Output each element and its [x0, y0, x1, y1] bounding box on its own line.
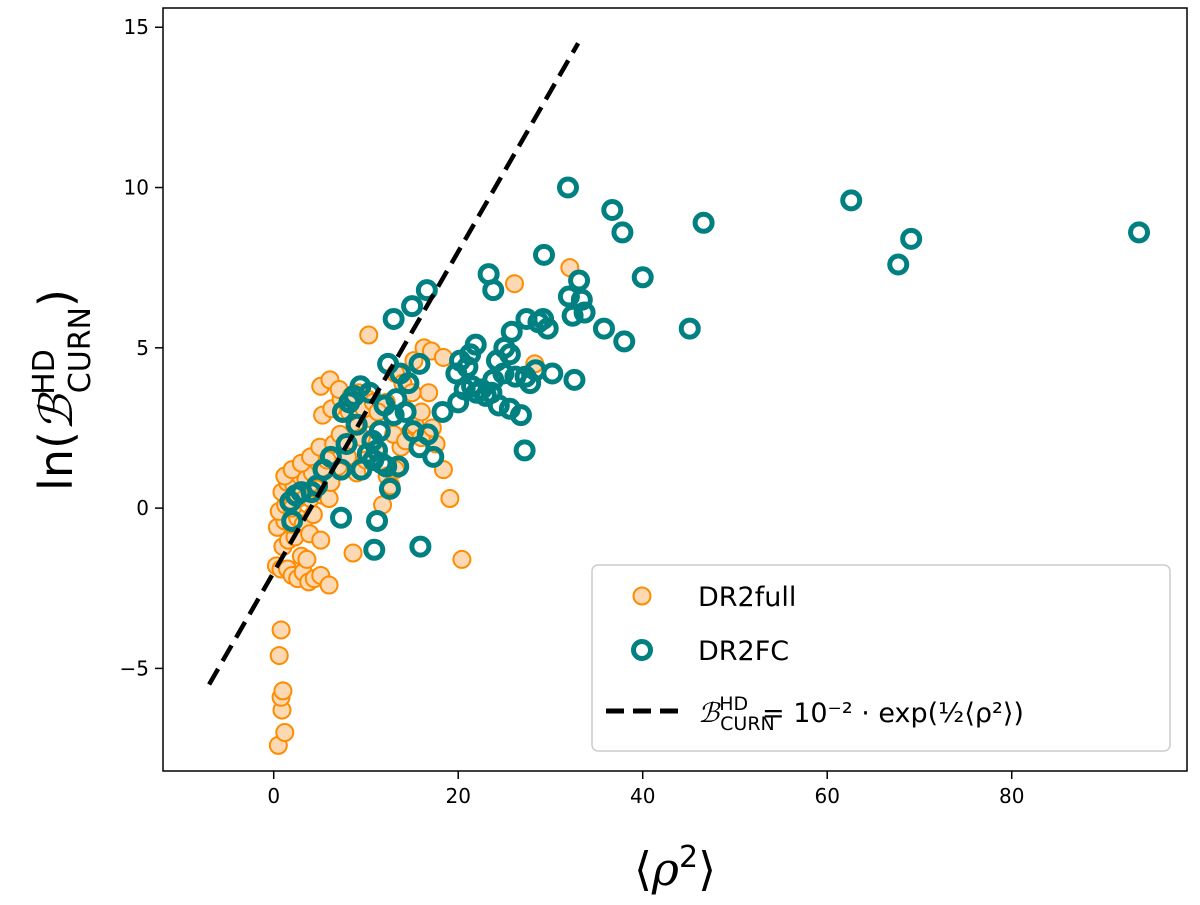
point-dr2fc-11 [568, 269, 591, 292]
point-dr2fc-6 [900, 227, 923, 250]
point-dr2fc-44 [563, 368, 586, 391]
point-dr2fc-72 [345, 413, 368, 436]
y-tick-label-2: 5 [136, 336, 149, 360]
point-dr2fc-8 [1128, 221, 1151, 244]
legend: DR2full DR2FC ℬHD CURN = 10⁻² · exp(½⟨ρ²⟩… [591, 564, 1171, 752]
y-tick-label-4: 15 [124, 15, 149, 39]
point-dr2fc-45 [447, 391, 470, 414]
point-dr2full-6 [271, 620, 291, 640]
point-dr2full-89 [452, 549, 472, 569]
point-dr2fc-70 [350, 458, 373, 481]
x-tick-label-0: 0 [267, 784, 280, 808]
point-dr2full-29 [311, 530, 331, 550]
point-dr2fc-43 [541, 362, 564, 385]
point-dr2fc-14 [570, 288, 593, 311]
point-dr2fc-56 [408, 352, 431, 375]
point-dr2fc-5 [840, 189, 863, 212]
point-dr2full-88 [440, 489, 460, 508]
point-dr2full-5 [269, 646, 289, 666]
point-dr2fc-7 [887, 253, 910, 276]
point-dr2fc-50 [509, 404, 532, 427]
legend-marker-dr2full [632, 586, 652, 606]
point-dr2fc-36 [482, 368, 505, 391]
point-dr2full-90 [343, 543, 363, 563]
x-tick-label-3: 60 [814, 784, 839, 808]
y-tick-label-0: −5 [120, 656, 149, 680]
point-dr2fc-97 [409, 535, 432, 558]
point-dr2full-105 [504, 274, 524, 294]
point-dr2fc-94 [330, 506, 353, 529]
plot-frame [162, 7, 1188, 772]
point-dr2fc-84 [335, 433, 358, 455]
point-dr2full-85 [419, 383, 439, 403]
point-dr2full-91 [359, 325, 379, 345]
point-dr2fc-71 [378, 477, 401, 500]
point-dr2fc-1 [601, 198, 624, 221]
y-tick-label-1: 0 [136, 496, 149, 520]
point-dr2fc-61 [382, 404, 405, 427]
legend-box [591, 564, 1171, 752]
point-dr2full-1 [275, 723, 295, 743]
point-dr2fc-18 [561, 304, 584, 327]
point-dr2fc-10 [482, 279, 505, 302]
point-dr2fc-68 [387, 455, 410, 478]
point-dr2fc-4 [533, 243, 556, 266]
point-dr2fc-38 [493, 336, 516, 359]
point-dr2fc-0 [556, 176, 579, 199]
point-dr2fc-93 [281, 509, 304, 532]
point-dr2fc-12 [631, 266, 654, 289]
point-dr2fc-2 [611, 221, 634, 244]
point-dr2fc-48 [487, 394, 510, 417]
point-dr2fc-95 [366, 509, 389, 532]
point-dr2fc-52 [382, 307, 405, 330]
point-dr2fc-16 [613, 330, 636, 353]
point-dr2fc-13 [557, 285, 580, 308]
point-dr2fc-51 [513, 439, 536, 462]
point-dr2fc-19 [573, 301, 596, 324]
fit-line [207, 42, 581, 686]
fit-line-layer [207, 42, 581, 686]
x-axis-label: ⟨ρ2⟩ [634, 840, 716, 896]
point-dr2full-21 [297, 549, 317, 569]
point-dr2fc-69 [375, 455, 398, 478]
points-layer [266, 176, 1151, 755]
point-dr2fc-54 [415, 279, 438, 302]
point-dr2full-4 [273, 681, 293, 701]
point-dr2fc-53 [401, 295, 424, 318]
point-dr2full-16 [319, 575, 339, 595]
point-dr2fc-74 [331, 400, 354, 423]
legend-label-dr2full: DR2full [698, 582, 796, 613]
point-dr2fc-96 [363, 538, 386, 561]
point-dr2fc-22 [536, 317, 559, 340]
point-dr2fc-23 [515, 307, 538, 330]
ticks-layer: 0 20 40 60 80 −5 0 5 10 15 [120, 15, 1025, 808]
legend-label-line: = 10⁻² · exp(½⟨ρ²⟩) [762, 698, 1024, 729]
legend-marker-dr2fc [631, 639, 653, 661]
y-axis-label: ln(ℬHDCURN) [27, 289, 98, 491]
point-dr2fc-3 [692, 211, 715, 234]
x-tick-label-1: 20 [445, 784, 470, 808]
point-dr2fc-31 [445, 362, 468, 385]
x-tick-label-4: 80 [999, 784, 1024, 808]
y-tick-label-3: 10 [124, 176, 149, 200]
legend-symbol-line: ℬHD CURN [698, 693, 775, 735]
point-dr2fc-30 [449, 349, 472, 372]
point-dr2full-96 [433, 347, 453, 367]
point-dr2fc-83 [408, 436, 431, 459]
point-dr2fc-82 [431, 400, 454, 423]
point-dr2fc-15 [592, 317, 615, 340]
legend-label-dr2fc: DR2FC [698, 636, 789, 667]
point-dr2fc-17 [678, 317, 701, 340]
point-dr2fc-78 [397, 372, 420, 395]
x-tick-label-2: 40 [630, 784, 655, 808]
point-dr2fc-60 [394, 400, 417, 423]
